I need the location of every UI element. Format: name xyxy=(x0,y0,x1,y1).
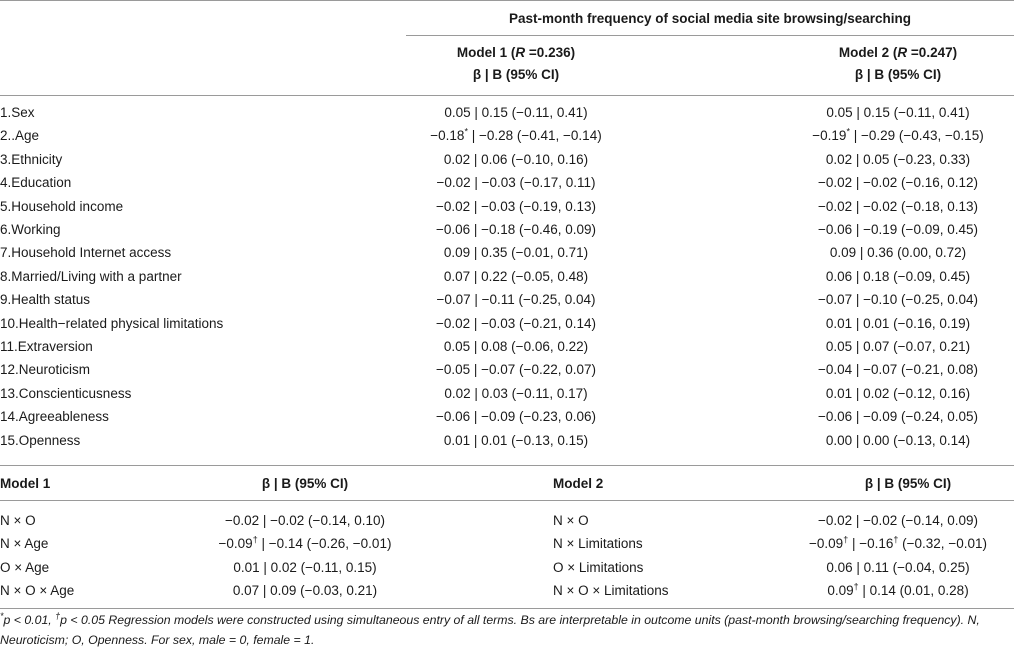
model2-value: −0.07 | −0.10 (−0.25, 0.04) xyxy=(817,292,978,308)
model2-value: 0.09 | 0.36 (0.00, 0.72) xyxy=(829,245,967,261)
model1-value: −0.02 | −0.03 (−0.17, 0.11) xyxy=(436,175,596,191)
interaction-model1-label: N × O × Age xyxy=(0,583,75,599)
interaction-model2-value: −0.02 | −0.02 (−0.14, 0.09) xyxy=(817,513,978,528)
interaction-model2-label: N × O xyxy=(553,513,589,528)
span-title-underline xyxy=(406,35,1014,36)
model2-value: 0.06 | 0.18 (−0.09, 0.45) xyxy=(825,268,971,284)
model2-subheader: β | B (95% CI) xyxy=(854,67,942,82)
interaction-model1-header: Model 1 xyxy=(0,476,51,491)
interaction-model1-value: −0.02 | −0.02 (−0.14, 0.10) xyxy=(224,513,385,528)
interaction-model1-label: N × Age xyxy=(0,536,49,552)
model1-value: 0.05 | 0.15 (−0.11, 0.41) xyxy=(444,105,588,120)
model1-value: −0.02 | −0.03 (−0.21, 0.14) xyxy=(435,315,596,331)
row-label: 9.Health status xyxy=(0,292,91,308)
row-label: 4.Education xyxy=(0,175,72,191)
model1-subheader: β | B (95% CI) xyxy=(472,67,560,82)
model2-value: 0.02 | 0.05 (−0.23, 0.33) xyxy=(825,151,971,167)
row-label: 3.Ethnicity xyxy=(0,151,63,167)
interaction-model1-value: 0.07 | 0.09 (−0.03, 0.21) xyxy=(232,583,378,599)
model2-value: 0.01 | 0.02 (−0.12, 0.16) xyxy=(825,385,971,401)
model1-title: Model 1 (R =0.236) xyxy=(456,45,576,60)
model2-value: −0.06 | −0.19 (−0.09, 0.45) xyxy=(817,222,978,237)
interaction-model2-value: 0.09† | 0.14 (0.01, 0.28) xyxy=(827,581,969,599)
model1-value: −0.06 | −0.09 (−0.23, 0.06) xyxy=(435,409,596,425)
model1-value: 0.02 | 0.06 (−0.10, 0.16) xyxy=(443,151,589,167)
row-label: 10.Health−related physical limitations xyxy=(0,315,224,331)
model2-value: −0.04 | −0.07 (−0.21, 0.08) xyxy=(817,362,978,378)
model1-value: −0.05 | −0.07 (−0.22, 0.07) xyxy=(435,362,596,378)
row-label: 8.Married/Living with a partner xyxy=(0,268,182,284)
model2-value: 0.05 | 0.15 (−0.11, 0.41) xyxy=(826,105,970,120)
row-label: 1.Sex xyxy=(0,105,35,120)
model1-value: −0.18* | −0.28 (−0.41, −0.14) xyxy=(430,126,602,144)
interaction-model2-label: N × Limitations xyxy=(553,536,643,552)
interaction-model1-value: −0.09† | −0.14 (−0.26, −0.01) xyxy=(218,534,392,552)
model2-value: −0.06 | −0.09 (−0.24, 0.05) xyxy=(817,409,978,425)
interaction-model1-label: O × Age xyxy=(0,559,50,575)
interaction-model2-label: O × Limitations xyxy=(553,559,644,575)
row-label: 7.Household Internet access xyxy=(0,245,172,261)
model1-value: −0.06 | −0.18 (−0.46, 0.09) xyxy=(435,222,596,237)
span-column-title: Past-month frequency of social media sit… xyxy=(508,11,912,26)
model1-value: −0.02 | −0.03 (−0.19, 0.13) xyxy=(435,198,596,214)
model2-value: 0.01 | 0.01 (−0.16, 0.19) xyxy=(825,315,971,331)
model1-value: 0.02 | 0.03 (−0.11, 0.17) xyxy=(444,385,588,401)
interaction-model2-col-header: β | B (95% CI) xyxy=(864,476,952,491)
model2-value: −0.19* | −0.29 (−0.43, −0.15) xyxy=(812,126,984,144)
table-top-rule xyxy=(0,0,1014,1)
footnote: *p < 0.01, †p < 0.05 Regression models w… xyxy=(0,610,980,647)
interaction-model1-label: N × O xyxy=(0,513,36,528)
model2-value: 0.00 | 0.00 (−0.13, 0.14) xyxy=(825,432,971,448)
model1-value: 0.05 | 0.08 (−0.06, 0.22) xyxy=(443,339,589,354)
row-label: 6.Working xyxy=(0,222,61,237)
interaction-model2-value: 0.06 | 0.11 (−0.04, 0.25) xyxy=(826,559,970,575)
model2-value: −0.02 | −0.02 (−0.16, 0.12) xyxy=(817,175,978,191)
row-label: 15.Openness xyxy=(0,432,81,448)
model1-value: 0.07 | 0.22 (−0.05, 0.48) xyxy=(443,268,589,284)
model2-value: −0.02 | −0.02 (−0.18, 0.13) xyxy=(817,198,978,214)
row-label: 14.Agreeableness xyxy=(0,409,109,425)
model2-value: 0.05 | 0.07 (−0.07, 0.21) xyxy=(825,339,971,354)
row-label: 2..Age xyxy=(0,128,40,144)
table-bottom-rule xyxy=(0,608,1014,609)
model2-title: Model 2 (R =0.247) xyxy=(838,45,958,60)
interaction-model2-value: −0.09† | −0.16† (−0.32, −0.01) xyxy=(809,534,987,552)
interaction-model1-value: 0.01 | 0.02 (−0.11, 0.15) xyxy=(233,559,377,575)
row-label: 12.Neuroticism xyxy=(0,362,91,378)
model1-value: 0.09 | 0.35 (−0.01, 0.71) xyxy=(443,245,589,261)
interaction-model1-col-header: β | B (95% CI) xyxy=(261,476,349,491)
interaction-header-rule xyxy=(0,500,1014,501)
row-label: 13.Conscienticusness xyxy=(0,385,132,401)
model1-value: −0.07 | −0.11 (−0.25, 0.04) xyxy=(436,292,596,308)
model1-value: 0.01 | 0.01 (−0.13, 0.15) xyxy=(443,432,589,448)
main-bottom-rule xyxy=(0,465,1014,466)
row-label: 5.Household income xyxy=(0,198,124,214)
interaction-model2-header: Model 2 xyxy=(553,476,604,491)
header-bottom-rule xyxy=(0,95,1014,96)
row-label: 11.Extraversion xyxy=(0,339,93,354)
interaction-model2-label: N × O × Limitations xyxy=(553,583,669,599)
